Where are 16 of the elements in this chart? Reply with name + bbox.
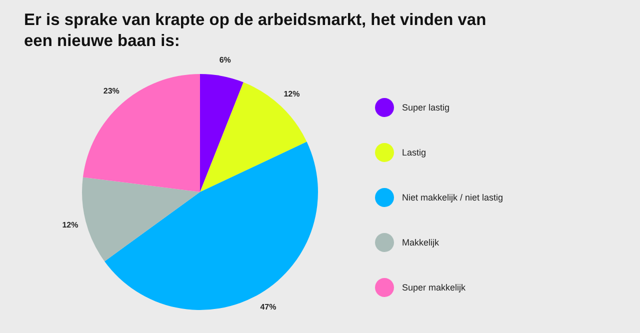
chart-title: Er is sprake van krapte op de arbeidsmarkt, het vinden van een nieuwe baan is: — [24, 10, 488, 52]
legend-label: Super makkelijk — [402, 282, 466, 292]
data-label: 12% — [284, 89, 300, 98]
legend-label: Super lastig — [402, 102, 450, 112]
pie-slice — [200, 82, 307, 192]
pie-slice — [82, 177, 200, 262]
pie-slice — [200, 74, 244, 192]
legend-label: Niet makkelijk / niet lastig — [402, 192, 504, 202]
data-label: 6% — [219, 55, 231, 64]
data-label: 47% — [260, 302, 276, 312]
data-label: 23% — [103, 86, 120, 96]
pie-slice — [104, 142, 318, 310]
pie-slice — [82, 74, 200, 192]
data-label: 12% — [62, 220, 78, 230]
legend-label: Makkelijk — [402, 238, 440, 248]
legend-label: Lastig — [402, 148, 426, 158]
